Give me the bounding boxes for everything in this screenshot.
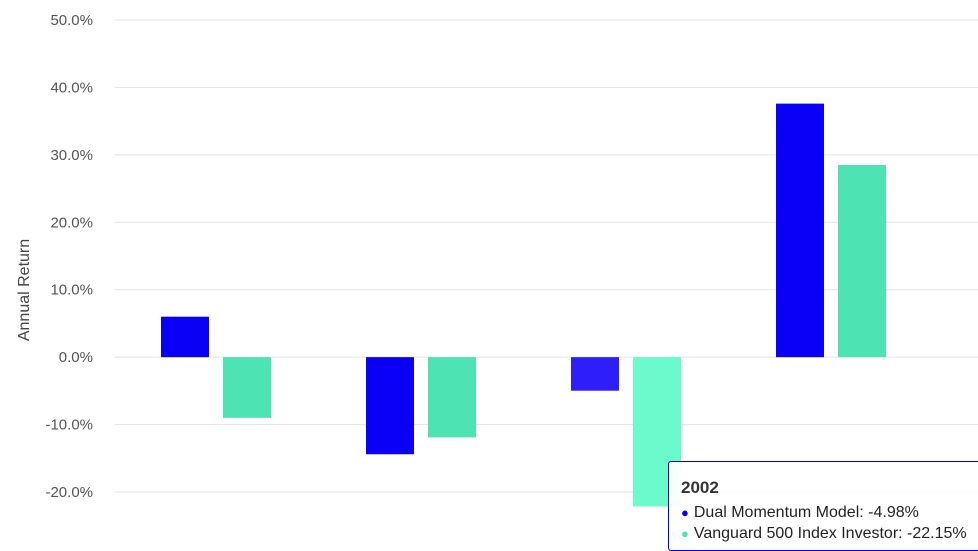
y-tick-label: -10.0% bbox=[45, 417, 93, 434]
series-dot-icon: ● bbox=[681, 526, 689, 541]
y-tick-label: 10.0% bbox=[50, 282, 93, 299]
y-tick-label: 40.0% bbox=[50, 79, 93, 96]
series-dot-icon: ● bbox=[681, 505, 689, 520]
bar-dual-momentum[interactable] bbox=[776, 103, 824, 358]
y-tick-label: 20.0% bbox=[50, 214, 93, 231]
y-tick-label: 0.0% bbox=[59, 349, 93, 366]
bar-vanguard-500[interactable] bbox=[428, 357, 476, 438]
tooltip-row-text: Vanguard 500 Index Investor: -22.15% bbox=[693, 525, 967, 542]
y-axis-title: Annual Return bbox=[16, 239, 33, 341]
y-tick-labels: 50.0% 40.0% 30.0% 20.0% 10.0% 0.0% -10.0% -20.0… bbox=[45, 12, 93, 501]
bar-dual-momentum[interactable] bbox=[366, 357, 414, 455]
y-tick-label: 50.0% bbox=[50, 12, 93, 29]
bar-layer[interactable] bbox=[161, 103, 886, 507]
chart-tooltip: 2002 ● Dual Momentum Model: -4.98% ● Vangu… bbox=[668, 461, 978, 551]
bar-vanguard-500[interactable] bbox=[223, 357, 271, 418]
bar-vanguard-500[interactable] bbox=[838, 164, 886, 358]
tooltip-row-vanguard: ● Vanguard 500 Index Investor: -22.15% bbox=[681, 523, 978, 544]
y-tick-label: 30.0% bbox=[50, 147, 93, 164]
tooltip-title: 2002 bbox=[681, 478, 719, 497]
bar-dual-momentum[interactable] bbox=[161, 316, 209, 358]
chart: 50.0% 40.0% 30.0% 20.0% 10.0% 0.0% -10.0% -20.0… bbox=[16, 12, 978, 507]
chart-svg: 50.0% 40.0% 30.0% 20.0% 10.0% 0.0% -10.0% -20.0… bbox=[16, 12, 978, 507]
tooltip-row-text: Dual Momentum Model: -4.98% bbox=[693, 504, 919, 521]
bar-dual-momentum[interactable] bbox=[571, 357, 619, 391]
tooltip-row-dual-momentum: ● Dual Momentum Model: -4.98% bbox=[681, 502, 978, 523]
y-tick-label: -20.0% bbox=[45, 484, 93, 501]
